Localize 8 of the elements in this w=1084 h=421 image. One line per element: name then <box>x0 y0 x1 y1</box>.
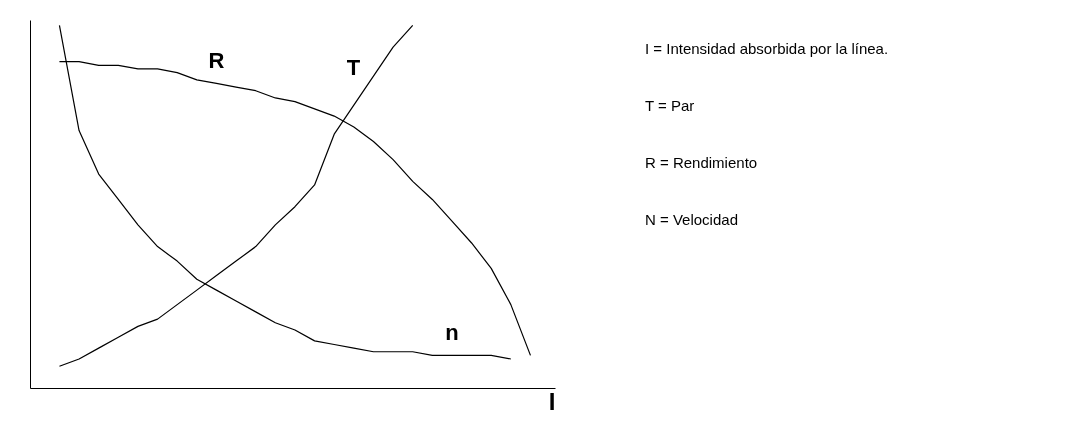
x-axis-title: I <box>548 387 556 415</box>
text: R = Rendimiento <box>645 153 758 171</box>
text: I = Intensidad absorbida por la línea. <box>645 39 889 57</box>
text: T = Par <box>645 96 695 114</box>
series-label: n <box>445 320 459 346</box>
text: N = Velocidad <box>645 210 738 228</box>
series-label: T <box>346 55 361 81</box>
series-label: R <box>208 48 225 74</box>
